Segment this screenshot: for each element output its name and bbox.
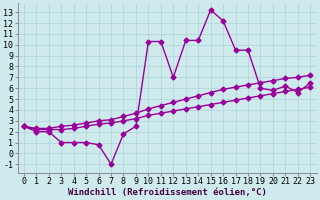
X-axis label: Windchill (Refroidissement éolien,°C): Windchill (Refroidissement éolien,°C) — [68, 188, 267, 197]
